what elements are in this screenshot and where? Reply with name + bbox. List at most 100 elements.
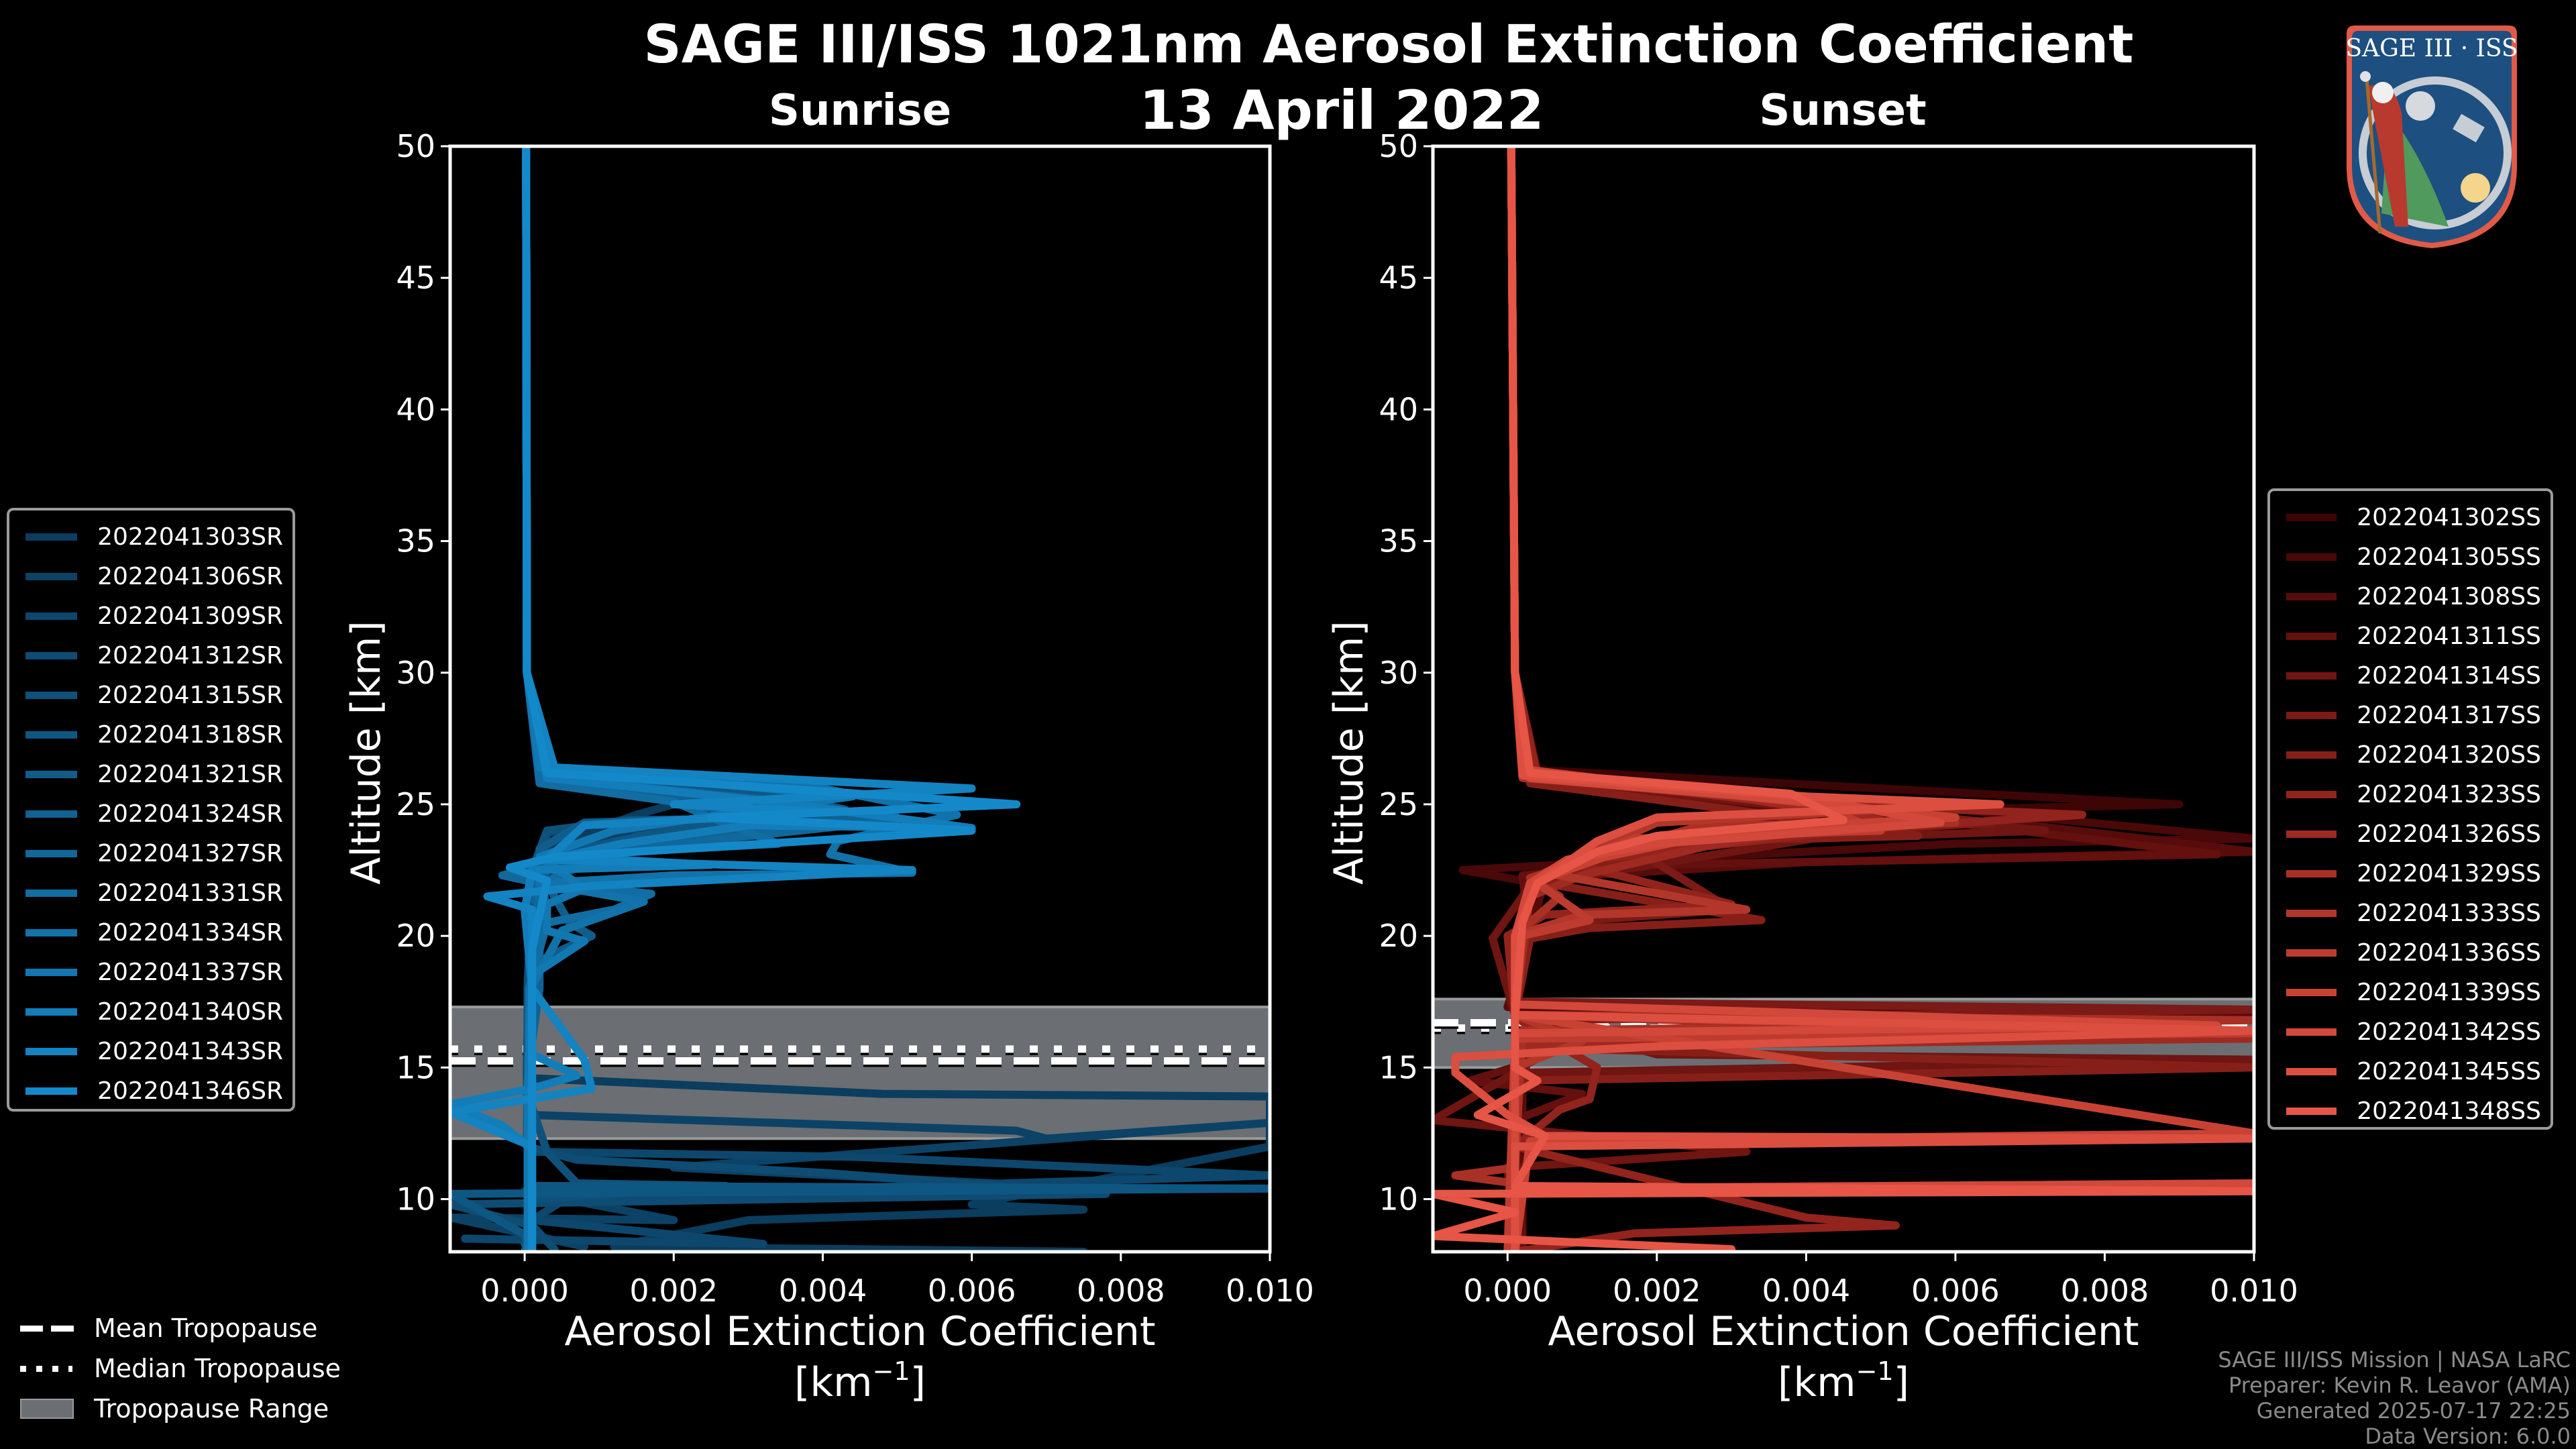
x-axis-label: Aerosol Extinction Coefficient — [1548, 1308, 2139, 1355]
sunrise-plot-area — [450, 146, 1270, 1252]
y-tick-label: 20 — [396, 918, 435, 954]
y-tick-label: 50 — [1379, 128, 1418, 164]
y-tick-label: 30 — [396, 655, 435, 691]
profile-2022041326SS — [1507, 146, 2254, 1252]
profile-2022041302SS — [1507, 146, 2184, 1252]
legend-line-icon — [2286, 989, 2337, 996]
legend-label: 2022041314SS — [2357, 662, 2541, 690]
legend-item: 2022041317SS — [2279, 696, 2541, 735]
sunrise-legend: 2022041303SR 2022041306SR 2022041309SR 2022… — [7, 508, 295, 1112]
profile-2022041346SR — [505, 146, 1021, 1252]
legend-item: 2022041306SR — [19, 557, 283, 596]
y-tick-label: 10 — [1379, 1181, 1418, 1218]
legend-line-icon — [2286, 672, 2337, 680]
legend-line-icon — [2286, 910, 2337, 917]
profile-2022041343SR — [450, 146, 976, 1252]
legend-item: 2022041331SR — [19, 873, 283, 913]
chart-date: 13 April 2022 — [1139, 79, 1544, 142]
sunset-plot-area — [1433, 146, 2254, 1252]
legend-item: 2022041326SS — [2279, 814, 2541, 854]
legend-tropopause-range: Tropopause Range — [20, 1389, 341, 1429]
legend-label: 2022041302SS — [2357, 504, 2541, 531]
y-tick-label: 25 — [1379, 786, 1418, 822]
legend-item: 2022041342SS — [2279, 1012, 2541, 1052]
y-tick-label: 45 — [396, 260, 435, 296]
mission-patch-logo: SAGE III · ISS — [2345, 25, 2518, 248]
legend-line-icon — [2286, 1108, 2337, 1115]
legend-label: Mean Tropopause — [94, 1313, 318, 1343]
legend-line-icon — [25, 1087, 78, 1095]
legend-line-icon — [2286, 712, 2337, 719]
legend-item: 2022041334SR — [19, 913, 283, 953]
profile-2022041348SS — [1433, 146, 2254, 1252]
x-tick-label: 0.002 — [629, 1273, 718, 1309]
legend-label: 2022041333SS — [2357, 900, 2541, 927]
y-axis-label: Altitude [km] — [1326, 621, 1373, 885]
legend-label: 2022041345SS — [2357, 1058, 2541, 1085]
legend-label: 2022041326SS — [2357, 820, 2541, 848]
legend-item: 2022041308SS — [2279, 577, 2541, 616]
credits: SAGE III/ISS Mission | NASA LaRC Prepare… — [2218, 1347, 2571, 1449]
profile-2022041336SS — [1503, 146, 2254, 1252]
legend-label: 2022041306SR — [97, 563, 283, 590]
x-axis-label: Aerosol Extinction Coefficient — [565, 1308, 1156, 1355]
logo-title: SAGE III · ISS — [2345, 35, 2518, 62]
legend-line-icon — [25, 533, 78, 541]
legend-line-icon — [25, 771, 78, 778]
x-tick-label: 0.000 — [480, 1273, 569, 1309]
profile-2022041345SS — [1451, 146, 2254, 1252]
profile-2022041305SS — [1458, 146, 2254, 1252]
legend-item: 2022041315SR — [19, 676, 283, 715]
legend-label: 2022041309SR — [97, 602, 283, 630]
tropopause-legend: Mean Tropopause Median Tropopause Tropop… — [20, 1308, 341, 1429]
x-tick-label: 0.006 — [1911, 1273, 2000, 1309]
x-tick-label: 0.010 — [2210, 1273, 2298, 1309]
profile-2022041320SS — [1507, 146, 2254, 1252]
credit-mission: SAGE III/ISS Mission | NASA LaRC — [2218, 1347, 2571, 1373]
legend-line-icon — [2286, 870, 2337, 877]
legend-item: 2022041345SS — [2279, 1052, 2541, 1091]
y-tick-label: 45 — [1379, 260, 1418, 296]
legend-line-icon — [2286, 1068, 2337, 1075]
legend-line-icon — [25, 810, 78, 818]
range-swatch-icon — [20, 1399, 74, 1419]
legend-item: 2022041337SR — [19, 953, 283, 992]
legend-item: 2022041329SS — [2279, 854, 2541, 894]
y-tick-label: 40 — [1379, 391, 1418, 427]
profile-2022041342SS — [1507, 146, 2254, 1252]
profile-2022041333SS — [1507, 146, 1885, 1252]
legend-item: 2022041340SR — [19, 992, 283, 1032]
legend-label: 2022041340SR — [97, 998, 283, 1026]
legend-line-icon — [25, 731, 78, 739]
legend-item: 2022041336SS — [2279, 933, 2541, 973]
profile-2022041323SS — [1503, 146, 2087, 1252]
legend-line-icon — [2286, 1028, 2337, 1036]
legend-item: 2022041305SS — [2279, 537, 2541, 577]
legend-mean-tropopause: Mean Tropopause — [20, 1308, 341, 1348]
legend-label: 2022041324SR — [97, 800, 283, 828]
profile-2022041314SS — [1433, 146, 2254, 1252]
sunset-axes: 10 15 20 25 30 35 40 45 50 0.000 0.002 0.004 0.006 0.… — [1326, 128, 2298, 1406]
y-tick-label: 40 — [396, 391, 435, 427]
profile-2022041317SS — [1507, 146, 2254, 1252]
credit-generated: Generated 2025-07-17 22:25 — [2256, 1398, 2571, 1424]
y-tick-label: 20 — [1379, 918, 1418, 954]
x-tick-label: 0.006 — [928, 1273, 1016, 1309]
y-tick-label: 15 — [1379, 1049, 1418, 1085]
y-tick-label: 50 — [396, 128, 435, 164]
credit-preparer: Preparer: Kevin R. Leavor (AMA) — [2228, 1373, 2571, 1398]
legend-item: 2022041346SR — [19, 1071, 283, 1111]
legend-line-icon — [25, 573, 78, 580]
legend-item: 2022041323SS — [2279, 775, 2541, 814]
sunset-legend: 2022041302SS 2022041305SS 2022041308SS 2022… — [2267, 488, 2553, 1130]
legend-label: 2022041337SR — [97, 959, 283, 986]
legend-line-icon — [2286, 791, 2337, 798]
legend-line-icon — [2286, 830, 2337, 838]
y-tick-label: 35 — [1379, 523, 1418, 559]
legend-item: 2022041343SR — [19, 1032, 283, 1071]
legend-item: 2022041339SS — [2279, 973, 2541, 1012]
x-tick-label: 0.004 — [779, 1273, 867, 1309]
x-tick-label: 0.010 — [1226, 1273, 1314, 1309]
dashed-line-icon — [20, 1318, 74, 1338]
